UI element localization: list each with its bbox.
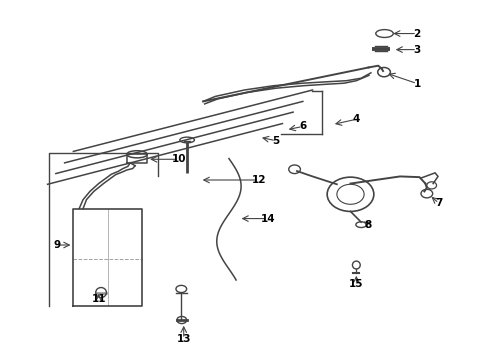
Text: 2: 2 bbox=[413, 28, 420, 39]
Text: 1: 1 bbox=[413, 78, 420, 89]
Text: 8: 8 bbox=[364, 220, 371, 230]
Text: 15: 15 bbox=[348, 279, 363, 289]
Text: 5: 5 bbox=[272, 136, 279, 146]
Text: 7: 7 bbox=[434, 198, 442, 208]
Text: 13: 13 bbox=[176, 334, 191, 344]
Text: 6: 6 bbox=[299, 121, 306, 131]
Text: 4: 4 bbox=[352, 114, 359, 124]
Text: 3: 3 bbox=[413, 45, 420, 55]
Text: 12: 12 bbox=[251, 175, 266, 185]
Text: 11: 11 bbox=[91, 294, 106, 303]
Text: 9: 9 bbox=[54, 240, 61, 250]
Text: 14: 14 bbox=[260, 213, 275, 224]
Text: 10: 10 bbox=[171, 154, 186, 164]
